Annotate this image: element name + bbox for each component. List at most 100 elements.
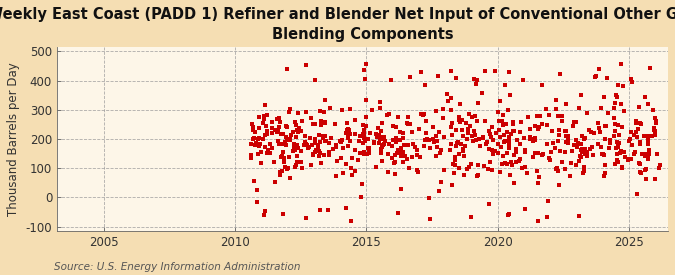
Point [344,139,355,143]
Point [464,165,475,169]
Point [277,132,288,137]
Point [533,180,543,185]
Point [290,148,300,152]
Point [508,120,518,125]
Point [405,75,416,79]
Point [647,134,657,139]
Point [362,152,373,156]
Point [504,138,514,142]
Point [497,119,508,123]
Point [259,144,270,149]
Point [379,139,390,144]
Point [610,93,621,97]
Point [530,137,541,142]
Point [262,151,273,156]
Point [396,146,406,150]
Point [560,140,571,145]
Point [277,153,288,158]
Point [643,134,653,138]
Point [361,98,372,102]
Point [420,83,431,87]
Point [652,151,663,156]
Point [452,140,463,144]
Point [354,134,365,138]
Point [419,112,430,117]
Point [374,141,385,145]
Point [282,167,293,171]
Point [542,123,553,127]
Point [497,113,508,117]
Point [496,162,507,166]
Point [495,170,506,174]
Point [460,121,471,126]
Point [512,138,522,142]
Point [342,128,352,132]
Point [530,136,541,140]
Point [391,139,402,144]
Point [576,134,587,138]
Point [580,152,591,156]
Point [543,199,554,203]
Point [618,109,629,114]
Point [485,160,495,164]
Point [252,188,263,192]
Point [319,110,330,114]
Point [599,95,610,99]
Point [296,149,306,153]
Point [425,145,435,150]
Point [576,142,587,147]
Point [576,92,587,97]
Point [495,144,506,149]
Point [275,170,286,174]
Point [355,151,366,155]
Point [412,148,423,152]
Point [292,160,303,164]
Point [418,113,429,117]
Point [641,177,651,181]
Point [520,207,531,211]
Point [595,145,606,149]
Point [296,160,306,164]
Point [345,132,356,137]
Point [319,153,329,157]
Point [343,144,354,148]
Point [321,139,331,143]
Point [627,80,638,84]
Point [424,138,435,142]
Point [266,119,277,124]
Point [345,107,356,112]
Point [587,145,598,149]
Point [273,139,284,143]
Point [514,159,524,164]
Point [459,154,470,158]
Point [454,115,464,119]
Point [509,181,520,185]
Point [431,134,441,138]
Point [316,119,327,123]
Point [616,101,626,106]
Point [560,167,571,171]
Point [474,144,485,148]
Point [267,125,277,130]
Point [502,108,513,113]
Point [520,148,531,152]
Point [483,147,494,152]
Point [448,162,458,167]
Point [506,160,516,164]
Point [446,125,456,129]
Point [249,143,260,147]
Point [434,130,445,134]
Point [522,171,533,175]
Point [478,136,489,141]
Point [468,138,479,143]
Point [390,160,401,164]
Point [248,137,259,142]
Point [369,139,379,144]
Point [278,156,289,160]
Point [383,111,394,116]
Point [610,162,620,167]
Point [504,70,514,74]
Point [649,129,660,133]
Point [450,128,461,133]
Point [458,154,469,159]
